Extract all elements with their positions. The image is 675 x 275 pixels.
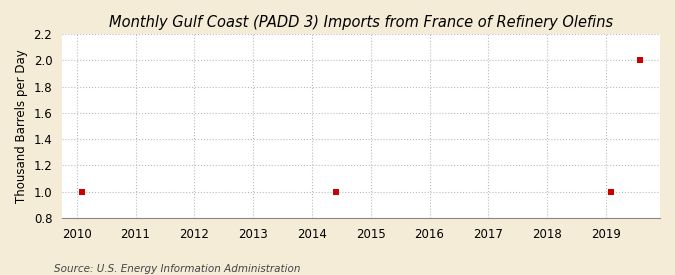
Text: Source: U.S. Energy Information Administration: Source: U.S. Energy Information Administ… (54, 264, 300, 274)
Title: Monthly Gulf Coast (PADD 3) Imports from France of Refinery Olefins: Monthly Gulf Coast (PADD 3) Imports from… (109, 15, 613, 30)
Y-axis label: Thousand Barrels per Day: Thousand Barrels per Day (15, 49, 28, 203)
